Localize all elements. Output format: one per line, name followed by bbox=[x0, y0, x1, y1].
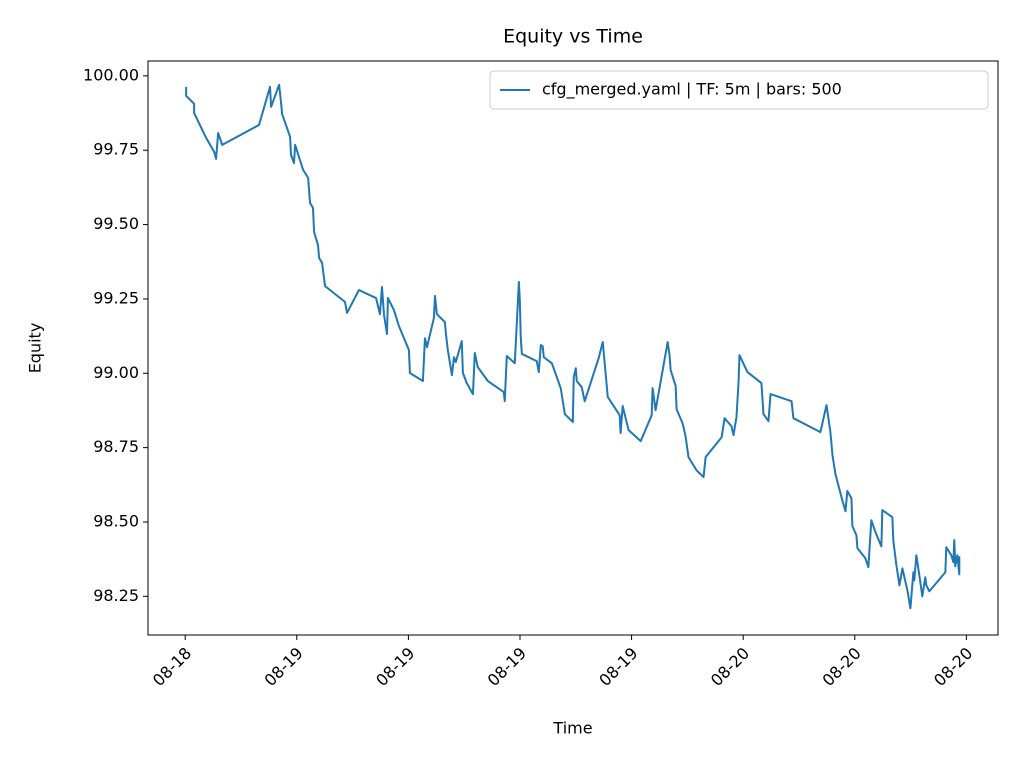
y-tick-label: 99.50 bbox=[93, 214, 139, 233]
y-tick-label: 99.00 bbox=[93, 363, 139, 382]
legend-label: cfg_merged.yaml | TF: 5m | bars: 500 bbox=[542, 80, 842, 100]
y-tick-label: 99.25 bbox=[93, 288, 139, 307]
y-tick-label: 98.25 bbox=[93, 586, 139, 605]
y-tick-label: 98.50 bbox=[93, 511, 139, 530]
y-axis-label: Equity bbox=[26, 323, 45, 374]
y-tick-label: 100.00 bbox=[83, 65, 139, 84]
line-series bbox=[185, 83, 961, 610]
chart-title: Equity vs Time bbox=[503, 26, 643, 48]
plot-frame bbox=[147, 60, 999, 636]
y-tick-label: 99.75 bbox=[93, 140, 139, 159]
legend-box bbox=[489, 70, 989, 110]
x-axis-label: Time bbox=[552, 719, 592, 738]
y-tick-label: 98.75 bbox=[93, 437, 139, 456]
